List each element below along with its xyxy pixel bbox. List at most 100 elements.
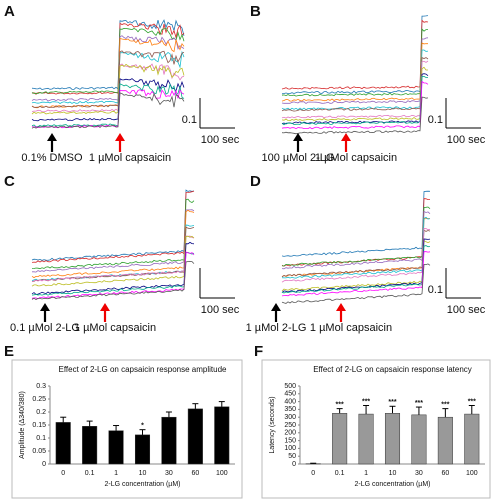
bar [437,416,453,465]
panel-label: D [250,173,261,190]
scale-label: 100 sec [447,134,486,146]
trace [281,240,431,292]
panel-frame [261,359,491,499]
bar [161,416,177,465]
y-tick-label: 100 [284,445,296,452]
trace [31,27,185,94]
trace [281,218,431,278]
bar [332,413,348,465]
stimulus-label: 0.1% DMSO [21,152,83,164]
panel-frame [11,359,243,499]
panel-label: E [4,343,14,360]
stimulus-label: 1 µMol capsaicin [310,322,392,334]
arrow-head [100,303,110,311]
trace [31,63,185,115]
trace [31,63,185,113]
significance: *** [388,399,396,406]
y-tick-label: 250 [284,422,296,429]
trace [31,35,185,102]
trace [281,80,429,130]
x-tick-label: 1 [364,470,368,477]
panel-label: B [250,3,261,20]
trace [31,189,195,261]
y-tick-label: 50 [288,453,296,460]
trace [32,209,195,273]
x-tick-label: 0 [311,470,315,477]
trace [281,263,431,304]
bar [55,422,71,465]
arrow-head [336,303,346,311]
x-tick-label: 0 [61,470,65,477]
significance: *** [336,401,344,408]
stimulus-label: 0.1 µMol 2-LG [10,322,80,334]
trace [31,235,195,283]
bar [464,413,480,465]
trace [281,96,429,135]
trace [281,56,429,112]
trace [31,92,185,129]
trace [31,19,185,91]
trace [31,88,185,129]
scale-label: 100 sec [447,304,486,316]
y-tick-label: 0.05 [32,448,46,455]
y-tick-label: 350 [284,406,296,413]
x-tick-label: 30 [415,470,423,477]
arrow-head [47,133,57,141]
trace [31,251,195,296]
stimulus-label: 1 µMol capsaicin [74,322,156,334]
scale-label: 0.1 [428,114,443,126]
trace [31,50,185,108]
y-tick-label: 500 [284,383,296,390]
y-tick-label: 0 [42,461,46,468]
y-tick-label: 0.3 [36,383,46,390]
panel-label: A [4,3,15,20]
x-tick-label: 0.1 [85,470,95,477]
x-tick-label: 0.1 [335,470,345,477]
x-axis-label: 2-LG concentration (µM) [354,481,430,488]
arrow-head [40,303,50,311]
x-tick-label: 60 [191,470,199,477]
trace [31,251,195,300]
arrow-head [341,133,351,141]
y-tick-label: 0 [292,461,296,468]
significance: *** [415,400,423,407]
trace [31,209,195,279]
bar [384,413,401,465]
bar [358,413,374,465]
trace [31,22,185,95]
stimulus-label: 1 µMol capsaicin [89,152,171,164]
trace [281,229,431,278]
y-tick-label: 400 [284,398,296,405]
significance: *** [468,398,476,405]
trace [31,235,195,287]
bar [214,406,230,465]
stimulus-label: 1 µMol capsaicin [315,152,397,164]
panel-label: C [4,173,15,190]
y-tick-label: 0.25 [32,396,46,403]
chart-title: Effect of 2-LG on capsaicin response amp… [59,365,228,374]
trace [281,60,429,119]
stimulus-label: 1 µMol 2-LG [246,322,307,334]
bar [82,426,98,465]
significance: * [141,423,144,430]
x-tick-label: 30 [165,470,173,477]
scale-label: 100 sec [201,134,240,146]
x-axis-label: 2-LG concentration (µM) [104,481,180,488]
significance: *** [362,398,370,405]
chart-title: Effect of 2-LG on capsaicin response lat… [313,365,472,374]
trace [281,49,429,111]
trace [281,251,431,297]
scale-label: 100 sec [201,304,240,316]
trace [281,238,431,293]
x-tick-label: 1 [114,470,118,477]
trace [31,198,195,270]
trace [31,78,185,122]
trace [31,50,185,104]
x-tick-label: 10 [139,470,147,477]
x-tick-label: 10 [389,470,397,477]
x-tick-label: 100 [216,470,228,477]
trace [31,241,195,295]
arrow-head [293,133,303,141]
y-tick-label: 300 [284,414,296,421]
